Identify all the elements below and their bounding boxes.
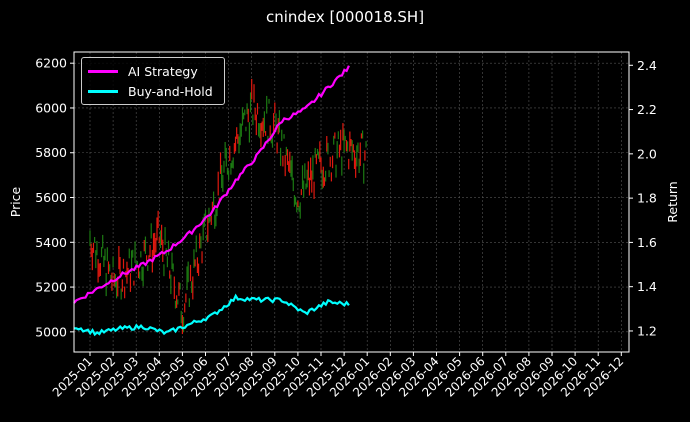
y-tick-label: 5200: [35, 280, 67, 295]
y-right-tick-label: 1.8: [637, 191, 657, 206]
y-tick-label: 6000: [35, 100, 67, 115]
y-right-tick-label: 1.4: [637, 279, 657, 294]
series-line-ai-strategy: [73, 65, 350, 304]
y-tick-label: 5800: [35, 145, 67, 160]
y-axis-label: Price: [8, 186, 23, 217]
y-right-axis-label: Return: [665, 181, 680, 222]
series-line-buy-and-hold: [74, 293, 350, 337]
y-right-tick-label: 1.2: [637, 323, 657, 338]
chart-title: cnindex [000018.SH]: [265, 8, 425, 26]
y-right-tick-label: 2.4: [637, 58, 657, 73]
legend-item-ai-strategy: AI Strategy: [88, 61, 198, 81]
y-tick-label: 6200: [35, 56, 67, 71]
y-right-tick-label: 2.2: [637, 102, 657, 117]
y-tick-label: 5600: [35, 190, 67, 205]
legend-swatch-icon: [88, 89, 118, 93]
legend-label: Buy-and-Hold: [128, 83, 213, 99]
y-right-tick-label: 1.6: [637, 235, 657, 250]
legend-swatch-icon: [88, 69, 118, 73]
y-tick-label: 5000: [35, 324, 67, 339]
legend-label: AI Strategy: [128, 63, 198, 79]
plot-frame: [73, 51, 630, 353]
y-tick-label: 5400: [35, 235, 67, 250]
legend-item-buy-and-hold: Buy-and-Hold: [88, 81, 213, 101]
legend: AI Strategy Buy-and-Hold: [81, 57, 225, 105]
y-right-tick-label: 2.0: [637, 146, 657, 161]
